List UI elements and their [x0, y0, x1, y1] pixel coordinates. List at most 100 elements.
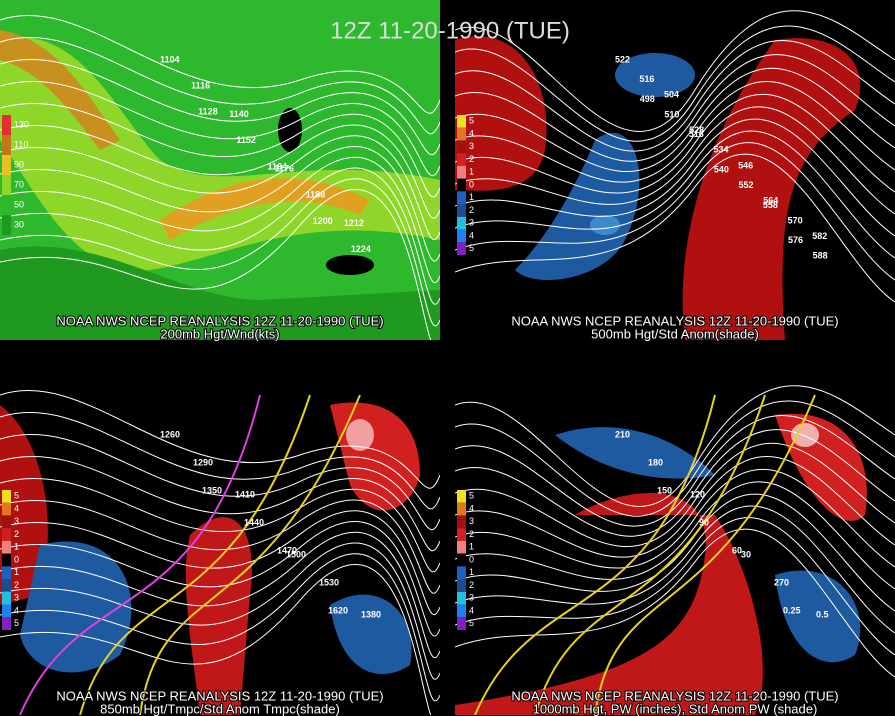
contour-label: 1260	[160, 429, 180, 439]
legend-swatch	[2, 215, 11, 235]
contour-label: 120	[690, 489, 705, 499]
legend-label: 5	[469, 618, 474, 628]
shade-area	[0, 37, 440, 271]
contour-label: 1104	[160, 54, 180, 64]
legend-swatch	[457, 604, 466, 618]
contour-line	[0, 156, 440, 284]
contour-label: 588	[813, 251, 828, 261]
contour-label: 1176	[275, 163, 295, 173]
legend-label: 3	[469, 141, 474, 151]
legend-label: 5	[469, 491, 474, 501]
contour-line	[0, 455, 440, 552]
contour-line	[455, 517, 895, 656]
contour-label: 90	[699, 517, 709, 527]
source-label: NOAA NWS NCEP REANALYSIS 12Z 11-20-1990 …	[511, 688, 838, 703]
contour-label: 516	[639, 74, 654, 84]
main-title: 12Z 11-20-1990 (TUE)	[330, 17, 570, 44]
shade-area	[455, 492, 763, 715]
contour-line	[455, 153, 895, 303]
contour-label: 528	[689, 125, 704, 135]
secondary-contour	[139, 394, 361, 715]
legend-label: 1	[469, 167, 474, 177]
legend-label: 3	[469, 593, 474, 603]
contour-line	[0, 433, 440, 531]
contour-label: 1152	[236, 135, 256, 145]
legend-label: 2	[469, 580, 474, 590]
contour-label: 1290	[193, 457, 213, 467]
shade-area	[185, 517, 252, 715]
contour-line	[455, 456, 895, 558]
legend-label: 0	[469, 179, 474, 189]
legend-swatch	[2, 604, 11, 618]
legend-label: 3	[14, 593, 19, 603]
contour-line	[0, 510, 440, 616]
legend-swatch	[2, 155, 11, 175]
contour-label: 1470	[277, 545, 297, 555]
shade-area	[791, 423, 819, 447]
contour-label: 1164	[267, 161, 287, 171]
secondary-contour	[534, 394, 766, 715]
legend-label: 5	[469, 116, 474, 126]
contour-line	[455, 130, 895, 259]
contour-line	[455, 415, 895, 527]
contour-label: 1212	[344, 218, 364, 228]
legend-label: 70	[14, 179, 24, 189]
legend-label: 30	[14, 219, 24, 229]
legend-label: 3	[469, 516, 474, 526]
legend-swatch	[457, 216, 466, 230]
shade-area	[346, 419, 374, 451]
legend-swatch	[2, 175, 11, 195]
legend-label: 0	[469, 554, 474, 564]
contour-label: 1410	[235, 489, 255, 499]
contour-line	[0, 124, 440, 219]
contour-line	[0, 553, 440, 702]
caption: 200mb Hgt/Wnd(kts)	[160, 326, 279, 341]
contour-label: 570	[788, 215, 803, 225]
contour-label: 180	[648, 457, 663, 467]
legend-swatch	[2, 553, 11, 567]
contour-label: 30	[741, 549, 751, 559]
shade-area	[0, 405, 48, 605]
legend-label: 2	[14, 580, 19, 590]
contour-label: 1530	[319, 577, 339, 587]
contour-line	[455, 106, 895, 215]
legend-swatch	[457, 553, 466, 567]
contour-label: 0.25	[783, 605, 801, 615]
legend-swatch	[457, 490, 466, 503]
contour-label: 564	[763, 196, 778, 206]
contour-line	[0, 102, 440, 198]
contour-line	[455, 400, 895, 517]
legend-swatch	[457, 115, 466, 128]
contour-label: 1620	[328, 605, 348, 615]
legend-label: 5	[469, 243, 474, 253]
caption: 500mb Hgt/Std Anom(shade)	[591, 326, 759, 341]
legend-label: 4	[469, 230, 474, 240]
legend-swatch	[457, 191, 466, 205]
contour-line	[0, 178, 440, 327]
contour-line	[0, 58, 440, 156]
contour-label: 582	[812, 231, 827, 241]
source-label: NOAA NWS NCEP REANALYSIS 12Z 11-20-1990 …	[56, 688, 383, 703]
contour-label: 522	[615, 54, 630, 64]
contour-label: 1128	[198, 107, 218, 117]
legend-label: 4	[469, 503, 474, 513]
shade-area	[20, 541, 132, 673]
contour-line	[455, 93, 895, 194]
legend-label: 4	[469, 128, 474, 138]
shade-area	[590, 215, 620, 235]
legend-swatch	[2, 591, 11, 605]
contour-line	[455, 481, 895, 590]
legend-label: 1	[469, 542, 474, 552]
contour-line	[0, 36, 440, 135]
legend-label: 4	[14, 605, 19, 615]
contour-label: 1380	[361, 609, 381, 619]
legend-swatch	[457, 140, 466, 154]
contour-line	[455, 54, 895, 162]
contour-line	[455, 468, 895, 569]
legend-label: 2	[14, 529, 19, 539]
legend-swatch	[2, 115, 11, 135]
legend-swatch	[2, 515, 11, 529]
contour-label: 1350	[202, 485, 222, 495]
